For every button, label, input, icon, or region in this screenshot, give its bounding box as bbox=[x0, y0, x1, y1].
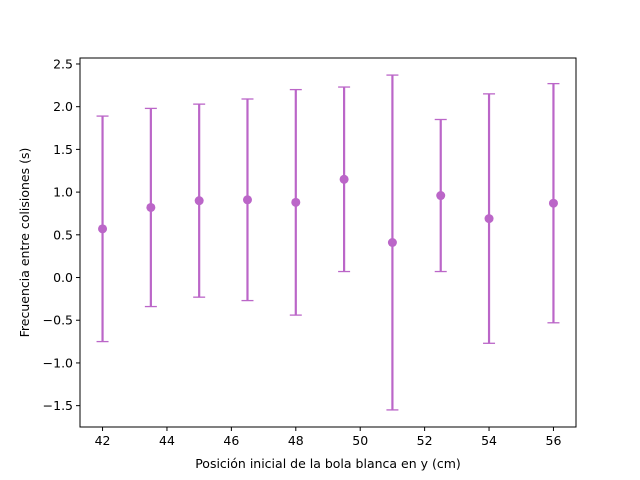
y-tick-label: −0.5 bbox=[43, 313, 73, 328]
data-point bbox=[339, 174, 349, 184]
x-tick-label: 48 bbox=[288, 433, 304, 448]
y-tick-label: 1.0 bbox=[53, 185, 73, 200]
x-tick-label: 50 bbox=[352, 433, 368, 448]
x-tick-label: 52 bbox=[417, 433, 433, 448]
y-tick-label: −1.0 bbox=[43, 355, 73, 370]
y-tick-label: 1.5 bbox=[53, 142, 73, 157]
plot-area bbox=[80, 58, 576, 427]
data-point bbox=[291, 197, 301, 207]
y-tick-label: 2.0 bbox=[53, 99, 73, 114]
x-tick-label: 56 bbox=[546, 433, 562, 448]
x-tick-label: 54 bbox=[481, 433, 497, 448]
data-point bbox=[436, 191, 446, 201]
data-point bbox=[387, 238, 397, 247]
x-axis-ticks: 42 44 46 48 50 52 54 56 bbox=[95, 427, 562, 448]
data-point bbox=[194, 196, 204, 206]
data-point bbox=[98, 224, 108, 234]
plot-frame bbox=[79, 57, 577, 428]
data-marks bbox=[96, 74, 560, 411]
y-tick-label: −1.5 bbox=[43, 398, 73, 413]
y-tick-label: 0.0 bbox=[53, 270, 73, 285]
x-tick-label: 44 bbox=[159, 433, 175, 448]
x-tick-label: 42 bbox=[95, 433, 111, 448]
y-axis-ticks: −1.5 −1.0 −0.5 0.0 0.5 1.0 1.5 2.0 2.5 bbox=[43, 56, 80, 413]
y-tick-label: 0.5 bbox=[53, 227, 73, 242]
x-axis-label: Posición inicial de la bola blanca en y … bbox=[195, 456, 461, 471]
data-point bbox=[146, 202, 156, 212]
data-point bbox=[484, 214, 494, 224]
data-point bbox=[548, 198, 558, 208]
data-point bbox=[242, 195, 252, 205]
x-tick-label: 46 bbox=[223, 433, 239, 448]
y-tick-label: 2.5 bbox=[53, 56, 73, 71]
y-axis-label: Frecuencia entre colisiones (s) bbox=[17, 148, 32, 338]
